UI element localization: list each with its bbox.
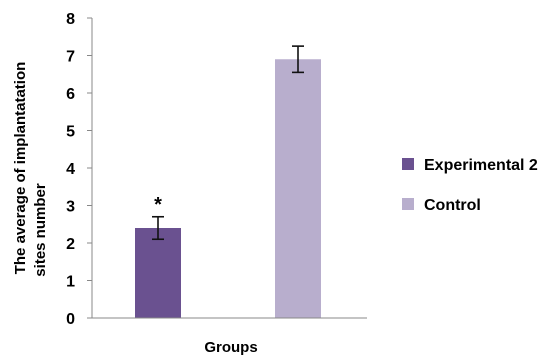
x-axis-title: Groups: [204, 339, 257, 356]
y-axis-ticks: [87, 17, 92, 319]
y-axis-tick-labels: 0 1 2 3 4 5 6 7 8: [66, 11, 75, 328]
y-tick-label: 1: [66, 274, 75, 291]
bar-control: [275, 59, 321, 318]
legend-swatch: [402, 158, 414, 170]
y-axis-title: The average of implantatation sites numb…: [12, 62, 49, 277]
y-tick-label: 6: [66, 86, 75, 103]
y-tick-label: 7: [66, 49, 75, 66]
error-bars: [152, 45, 304, 241]
y-tick-label: 5: [66, 124, 75, 141]
y-axis-title-line-2: sites number: [32, 183, 49, 277]
y-tick-label: 8: [66, 11, 75, 28]
legend-label: Control: [424, 197, 481, 214]
bar-experimental-2: [135, 228, 181, 318]
annotations: *: [154, 194, 162, 216]
significance-marker: *: [154, 194, 162, 216]
legend-swatch: [402, 198, 414, 210]
bars: [135, 59, 321, 318]
legend: Experimental 2 Control: [402, 157, 538, 214]
y-tick-label: 0: [66, 311, 75, 328]
y-tick-label: 4: [66, 161, 75, 178]
y-tick-label: 2: [66, 236, 75, 253]
legend-label: Experimental 2: [424, 157, 538, 174]
y-tick-label: 3: [66, 199, 75, 216]
y-axis-title-line-1: The average of implantatation: [12, 62, 29, 275]
